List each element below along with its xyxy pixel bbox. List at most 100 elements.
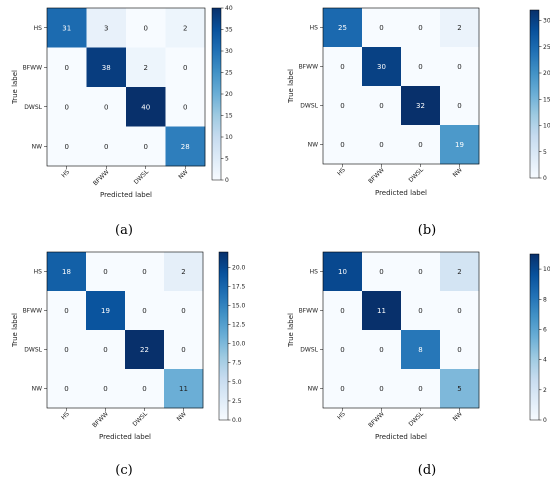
matrix-cell [362, 330, 402, 370]
x-tick-label: HS [336, 166, 347, 177]
panel-caption: (b) [418, 223, 436, 238]
x-tick-label: NW [176, 410, 188, 422]
colorbar [529, 253, 540, 421]
matrix-cell [125, 369, 165, 409]
matrix-cell [362, 8, 402, 48]
matrix-cell [323, 8, 363, 48]
y-tick-label: BFWW [299, 308, 319, 315]
matrix-cell [401, 369, 441, 409]
matrix-cell [440, 86, 480, 126]
x-tick-label: HS [336, 410, 347, 421]
matrix-cell [323, 330, 363, 370]
x-tick-label: HS [60, 168, 71, 179]
colorbar-tick-label: 10 [225, 134, 233, 141]
cell-value-label: 0 [65, 143, 69, 151]
matrix-cell [164, 369, 204, 409]
colorbar-tick-label: 15.0 [232, 302, 246, 309]
matrix-cell [440, 125, 480, 165]
cell-value-label: 0 [418, 385, 422, 393]
colorbar-tick-label: 8 [543, 296, 547, 303]
matrix-frame [46, 7, 206, 167]
cell-value-label: 28 [181, 143, 190, 151]
x-axis-label: Predicted label [375, 189, 427, 197]
matrix-cell [401, 86, 441, 126]
matrix-cell [47, 87, 87, 127]
matrix-cell [125, 291, 165, 331]
colorbar-tick-label: 15 [225, 113, 233, 120]
colorbar-tick-label: 10 [543, 266, 550, 273]
cell-value-label: 0 [340, 63, 344, 71]
matrix-cell [165, 8, 206, 48]
colorbar-tick-label: 5 [225, 156, 229, 163]
cell-value-label: 10 [338, 268, 347, 276]
y-tick-label: NW [308, 386, 318, 393]
cell-value-label: 0 [418, 63, 422, 71]
matrix-cell [401, 125, 441, 165]
x-tick-label: BFWW [91, 410, 110, 429]
matrix-cell [125, 330, 165, 370]
cell-value-label: 0 [379, 102, 383, 110]
cell-value-label: 0 [340, 307, 344, 315]
y-tick-label: HS [34, 269, 43, 276]
cell-value-label: 0 [104, 103, 108, 111]
colorbar-tick-label: 35 [225, 27, 233, 34]
cell-value-label: 0 [103, 268, 107, 276]
cell-value-label: 11 [179, 385, 188, 393]
cell-value-label: 0 [183, 64, 187, 72]
matrix-cell [86, 252, 126, 292]
cell-value-label: 31 [62, 24, 71, 32]
matrix-frame [46, 251, 204, 409]
matrix-cell [323, 47, 363, 87]
matrix-cell [126, 87, 166, 127]
panel-caption: (d) [418, 463, 436, 478]
cell-value-label: 18 [62, 268, 71, 276]
colorbar-tick-label: 0 [543, 417, 547, 424]
matrix-cell [362, 86, 402, 126]
cell-value-label: 40 [141, 103, 150, 111]
cell-value-label: 0 [418, 268, 422, 276]
matrix-cell [165, 87, 206, 127]
colorbar-tick-label: 25 [225, 70, 233, 77]
cell-value-label: 0 [379, 385, 383, 393]
y-tick-label: DWSL [300, 103, 318, 110]
cell-value-label: 8 [418, 346, 422, 354]
colorbar [218, 251, 229, 421]
matrix-cell [47, 47, 87, 88]
matrix-cell [47, 8, 87, 48]
matrix-cell [401, 252, 441, 292]
matrix-cell [164, 291, 204, 331]
y-tick-label: DWSL [24, 104, 42, 111]
matrix-cell [47, 369, 87, 409]
colorbar-tick-label: 4 [543, 357, 547, 364]
cell-value-label: 0 [142, 268, 146, 276]
x-tick-label: DWSL [131, 410, 149, 428]
cell-value-label: 0 [142, 307, 146, 315]
cell-value-label: 0 [64, 346, 68, 354]
cell-value-label: 0 [104, 143, 108, 151]
x-tick-label: NW [452, 410, 464, 422]
matrix-cell [125, 252, 165, 292]
cell-value-label: 30 [377, 63, 386, 71]
y-tick-label: NW [308, 142, 318, 149]
colorbar-tick-label: 6 [543, 326, 547, 333]
cell-value-label: 0 [144, 24, 148, 32]
cell-value-label: 22 [140, 346, 149, 354]
cell-value-label: 19 [455, 141, 464, 149]
x-tick-label: BFWW [367, 410, 386, 429]
matrix-cell [362, 369, 402, 409]
y-tick-label: DWSL [300, 347, 318, 354]
matrix-cell [362, 291, 402, 331]
colorbar-tick-label: 20.0 [232, 264, 246, 271]
colorbar-tick-label: 12.5 [232, 322, 246, 329]
matrix-cell [323, 369, 363, 409]
matrix-cell [47, 252, 87, 292]
matrix-cell [440, 369, 480, 409]
colorbar-tick-label: 30 [543, 18, 550, 25]
x-tick-label: BFWW [92, 168, 111, 187]
matrix-frame [322, 251, 480, 409]
matrix-cell [126, 47, 166, 88]
x-tick-label: DWSL [407, 166, 425, 184]
x-tick-label: NW [452, 166, 464, 178]
